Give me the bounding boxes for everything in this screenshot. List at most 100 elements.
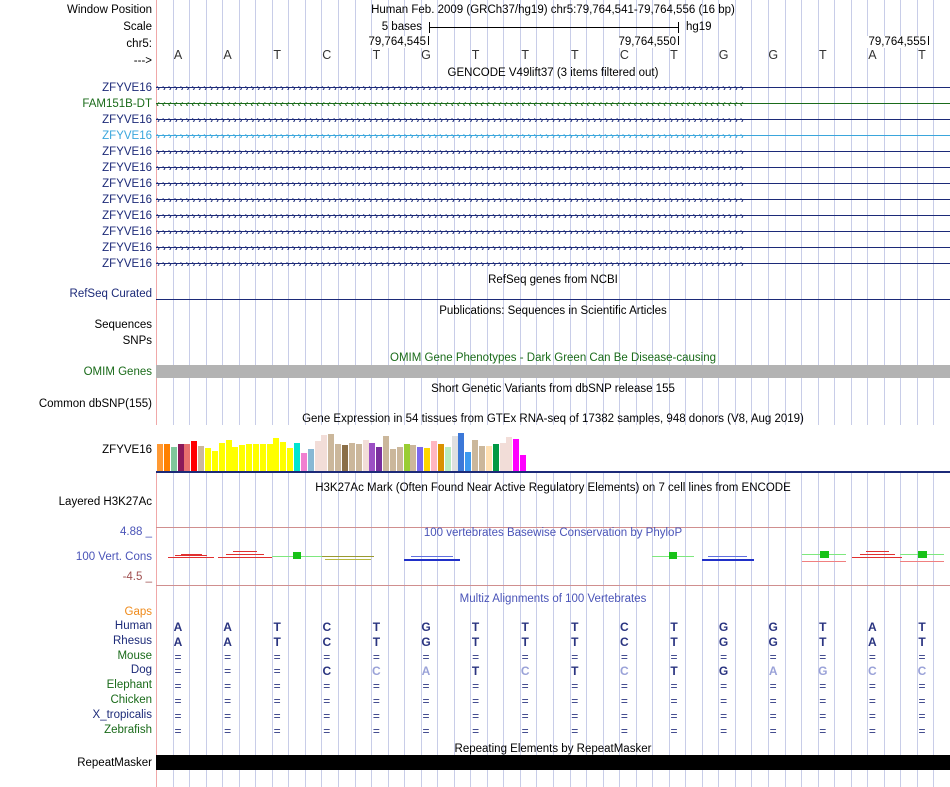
gene-row-track[interactable]: ››››››››››››››››››››››››››››››››››››››››… <box>156 134 950 138</box>
conservation-green-block <box>669 552 677 559</box>
gene-row-label[interactable]: ZFYVE16 <box>102 146 152 158</box>
gtex-tissue-bar[interactable] <box>362 439 369 471</box>
gtex-tissue-bar[interactable] <box>389 449 396 471</box>
alignment-base-cell: T <box>918 634 926 649</box>
gtex-tissue-bar[interactable] <box>252 443 259 471</box>
gtex-tissue-bar[interactable] <box>478 446 485 471</box>
gtex-tissue-bar[interactable] <box>499 442 506 471</box>
gtex-tissue-bar[interactable] <box>157 443 163 471</box>
gene-row-track[interactable]: ››››››››››››››››››››››››››››››››››››››››… <box>156 166 950 170</box>
gtex-tissue-bar[interactable] <box>492 444 499 471</box>
gtex-tissue-bar[interactable] <box>506 437 513 471</box>
alignment-gap-cell: = <box>620 649 628 664</box>
gtex-expression-barchart[interactable] <box>156 425 950 473</box>
gene-row-label[interactable]: ZFYVE16 <box>102 210 152 222</box>
gtex-tissue-bar[interactable] <box>376 447 383 471</box>
gtex-tissue-bar[interactable] <box>431 440 437 471</box>
gtex-tissue-bar[interactable] <box>239 445 246 471</box>
gtex-tissue-bar[interactable] <box>259 443 266 471</box>
gene-row-label[interactable]: FAM151B-DT <box>82 98 152 110</box>
gene-row-label[interactable]: ZFYVE16 <box>102 82 152 94</box>
gtex-tissue-bar[interactable] <box>225 439 232 471</box>
common-dbsnp-label: Common dbSNP(155) <box>38 398 152 410</box>
species-label[interactable]: Chicken <box>110 694 152 706</box>
gene-row-track[interactable]: ››››››››››››››››››››››››››››››››››››››››… <box>156 86 950 90</box>
gtex-tissue-bar[interactable] <box>341 445 348 471</box>
gene-row-track[interactable]: ››››››››››››››››››››››››››››››››››››››››… <box>156 246 950 250</box>
gtex-tissue-bar[interactable] <box>287 448 294 471</box>
gene-row-label[interactable]: ZFYVE16 <box>102 226 152 238</box>
gtex-tissue-bar[interactable] <box>369 442 376 471</box>
species-label[interactable]: X_tropicalis <box>92 708 152 721</box>
gtex-tissue-bar[interactable] <box>383 436 389 471</box>
gtex-tissue-bar[interactable] <box>246 444 252 471</box>
gtex-tissue-bar[interactable] <box>307 449 314 471</box>
gtex-tissue-bar[interactable] <box>328 434 335 471</box>
gene-row-label[interactable]: ZFYVE16 <box>102 242 152 254</box>
gene-row-track[interactable]: ››››››››››››››››››››››››››››››››››››››››… <box>156 118 950 122</box>
gene-row-track[interactable]: ››››››››››››››››››››››››››››››››››››››››… <box>156 198 950 202</box>
gene-row-label[interactable]: ZFYVE16 <box>102 162 152 174</box>
coordinate-tick-mark <box>678 36 679 45</box>
alignment-gap-cell: = <box>372 723 380 738</box>
gtex-tissue-bar[interactable] <box>485 446 492 471</box>
gtex-tissue-bar[interactable] <box>273 438 280 471</box>
gtex-tissue-bar[interactable] <box>458 433 465 471</box>
species-label[interactable]: Zebrafish <box>104 723 152 736</box>
gtex-tissue-bar[interactable] <box>513 438 520 471</box>
gtex-tissue-bar[interactable] <box>472 439 479 471</box>
window-position-label: Window Position <box>66 4 152 16</box>
gtex-tissue-bar[interactable] <box>451 436 458 471</box>
gene-row-label[interactable]: ZFYVE16 <box>102 178 152 190</box>
gene-row-label[interactable]: ZFYVE16 <box>102 130 152 142</box>
gene-row-track[interactable]: ››››››››››››››››››››››››››››››››››››››››… <box>156 150 950 154</box>
gene-row-track[interactable]: ››››››››››››››››››››››››››››››››››››››››… <box>156 214 950 218</box>
gtex-tissue-bar[interactable] <box>170 447 177 471</box>
gtex-tissue-bar[interactable] <box>266 444 273 471</box>
gtex-tissue-bar[interactable] <box>218 442 225 471</box>
gtex-tissue-bar[interactable] <box>410 445 417 471</box>
alignment-gap-cell: = <box>769 723 777 738</box>
species-label[interactable]: Rhesus <box>113 634 152 647</box>
species-label[interactable]: Human <box>114 620 152 632</box>
gtex-tissue-bar[interactable] <box>335 444 342 471</box>
alignment-gap-cell: = <box>224 649 232 664</box>
gtex-tissue-bar[interactable] <box>191 440 198 471</box>
gene-row-label[interactable]: ZFYVE16 <box>102 194 152 206</box>
gtex-tissue-bar[interactable] <box>424 448 431 471</box>
gtex-tissue-bar[interactable] <box>465 451 472 471</box>
gtex-tissue-bar[interactable] <box>396 447 403 471</box>
gtex-tissue-bar[interactable] <box>177 443 184 471</box>
gtex-tissue-bar[interactable] <box>211 450 218 471</box>
gtex-tissue-bar[interactable] <box>348 442 355 471</box>
gtex-tissue-bar[interactable] <box>204 448 211 471</box>
gene-row-label[interactable]: ZFYVE16 <box>102 258 152 270</box>
gtex-tissue-bar[interactable] <box>355 444 362 471</box>
gtex-tissue-bar[interactable] <box>184 443 191 471</box>
conservation-plot[interactable] <box>156 527 950 585</box>
gtex-tissue-bar[interactable] <box>444 447 451 471</box>
gene-row-track[interactable]: ››››››››››››››››››››››››››››››››››››››››… <box>156 262 950 266</box>
gene-row-label[interactable]: ZFYVE16 <box>102 114 152 126</box>
gtex-tissue-bar[interactable] <box>294 442 300 471</box>
gtex-tissue-bar[interactable] <box>321 435 328 471</box>
omim-track-title: OMIM Gene Phenotypes - Dark Green Can Be… <box>390 352 716 364</box>
gene-row-track[interactable]: ››››››››››››››››››››››››››››››››››››››››… <box>156 182 950 186</box>
alignment-gap-cell: = <box>273 723 281 738</box>
species-label[interactable]: Dog <box>130 664 152 677</box>
gtex-tissue-bar[interactable] <box>403 444 410 471</box>
species-label[interactable]: Mouse <box>117 649 152 662</box>
gtex-tissue-bar[interactable] <box>417 447 424 471</box>
gtex-tissue-bar[interactable] <box>198 446 205 471</box>
gene-row-track[interactable]: ››››››››››››››››››››››››››››››››››››››››… <box>156 230 950 234</box>
gtex-tissue-bar[interactable] <box>232 447 239 471</box>
gtex-tissue-bar[interactable] <box>300 452 307 471</box>
gene-row-track[interactable]: ‹‹‹‹‹‹‹‹‹‹‹‹‹‹‹‹‹‹‹‹‹‹‹‹‹‹‹‹‹‹‹‹‹‹‹‹‹‹‹‹… <box>156 102 950 106</box>
gtex-tissue-bar[interactable] <box>280 441 287 471</box>
gtex-tissue-bar[interactable] <box>437 443 444 471</box>
gtex-tissue-bar[interactable] <box>520 454 526 471</box>
gene-strand-arrows: ››››››››››››››››››››››››››››››››››››››››… <box>156 198 950 202</box>
gtex-tissue-bar[interactable] <box>163 444 170 471</box>
gtex-tissue-bar[interactable] <box>314 440 321 471</box>
species-label[interactable]: Elephant <box>106 679 152 692</box>
